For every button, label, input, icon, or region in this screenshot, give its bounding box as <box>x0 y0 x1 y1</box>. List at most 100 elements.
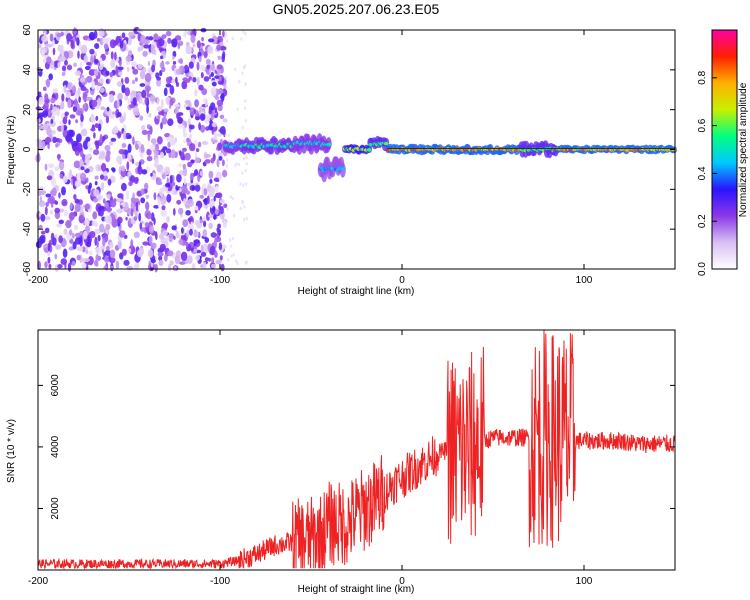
spectrogram-cell <box>188 61 194 69</box>
spectrogram-cell <box>85 249 89 254</box>
spectrogram-cell <box>119 60 122 67</box>
spectrogram-cell <box>190 247 194 252</box>
spectrogram-cell <box>119 115 125 124</box>
spectrogram-cell <box>220 263 225 272</box>
spectrogram-cell <box>123 130 126 140</box>
spectrogram-cell <box>72 176 76 186</box>
spectrogram-cell <box>219 199 225 204</box>
spectrogram-cell <box>225 164 229 168</box>
spectrogram-cell <box>156 181 163 186</box>
spectrogram-cell <box>144 222 150 228</box>
spectrogram-cell <box>202 229 207 237</box>
spectrogram-cell <box>148 235 153 245</box>
spectrogram-cell <box>65 91 72 99</box>
spectrogram-cell <box>245 260 248 264</box>
spectrogram-cell <box>80 44 88 54</box>
spectrogram-cell <box>80 172 87 182</box>
spectrogram-cell <box>107 215 112 225</box>
spectrogram-cell <box>195 148 200 153</box>
spectrogram-cell <box>63 84 67 93</box>
spectrogram-cell <box>36 66 42 72</box>
spectrogram-cell <box>94 43 100 49</box>
spectrogram-cell <box>228 238 232 242</box>
spectrogram-cell <box>52 47 56 56</box>
spectrogram-cell <box>136 190 142 197</box>
spectrogram-cell <box>116 99 120 109</box>
spectrogram-cell <box>227 133 230 138</box>
spectrogram-cell <box>98 27 105 38</box>
colorbar-gradient <box>711 29 738 270</box>
spectrogram-cell <box>79 158 84 167</box>
snr-y-tick-label: 4000 <box>50 435 61 458</box>
spectrogram-cell <box>182 219 189 228</box>
spectrogram-cell <box>242 65 246 70</box>
spectrogram-cell <box>135 77 138 82</box>
spectrogram-cell <box>186 229 190 238</box>
spectrogram-cell <box>184 64 189 71</box>
spectrogram-cell <box>231 36 234 41</box>
spectrogram-cell <box>161 34 167 39</box>
spectrogram-cell <box>174 255 181 264</box>
spectrogram-cell <box>204 154 211 158</box>
spectrogram-cell <box>150 44 156 55</box>
spectrogram-cell <box>200 244 204 253</box>
spectrogram-cell <box>194 89 198 97</box>
spectrogram-cell <box>166 193 172 203</box>
spectrogram-cell <box>90 80 96 90</box>
spectrogram-cell <box>326 142 332 147</box>
spectrogram-cell <box>132 79 136 85</box>
spectrogram-cell <box>156 97 160 105</box>
spectrogram-cell <box>73 160 81 169</box>
spectrogram-cell <box>157 115 161 120</box>
spectrogram-cell <box>75 236 82 245</box>
spectrogram-cell <box>98 64 104 71</box>
spectrogram-cell <box>185 45 193 55</box>
spectrogram-cell <box>72 85 77 94</box>
spectrogram-cell <box>76 254 81 261</box>
spectrogram-cell <box>133 177 139 184</box>
spectrogram-cell <box>121 248 127 256</box>
spectrogram-cell <box>127 143 132 153</box>
spectrogram-cell <box>40 213 46 222</box>
spectrogram-cell <box>80 166 85 171</box>
snr-ticks: -200 -100 0 100 2000 4000 6000 <box>28 330 675 587</box>
spectrogram-cell <box>144 182 149 190</box>
snr-series-line <box>37 330 676 571</box>
spectrogram-cell <box>211 122 217 128</box>
snr-y-tick-label: 6000 <box>50 374 61 397</box>
spectrogram-cell <box>232 213 236 218</box>
spectrogram-cell <box>99 208 104 217</box>
spectrogram-cell <box>175 230 180 239</box>
spectrogram-cell <box>194 220 200 226</box>
spectrogram-cell <box>95 115 99 122</box>
spectrogram-cell <box>108 140 114 146</box>
colorbar-tick-label: 0.0 <box>697 262 708 276</box>
spectrogram-cell <box>137 249 144 258</box>
spectrogram-cell <box>201 88 208 96</box>
spectrogram-cell <box>216 192 223 199</box>
spectrogram-cell <box>222 30 225 38</box>
spectrogram-cell <box>178 238 184 245</box>
spectrogram-cell <box>219 114 225 120</box>
spectrogram-cell <box>127 135 132 139</box>
spectrogram-cell <box>189 228 193 236</box>
colorbar-ticks: 0.0 0.2 0.4 0.6 0.8 <box>697 70 717 276</box>
snr-x-tick-label: -100 <box>210 576 230 587</box>
spectrogram-cell <box>61 186 66 196</box>
spectrogram-cell <box>49 209 53 215</box>
spectrogram-cell <box>109 39 116 49</box>
spectrogram-cell <box>77 87 81 97</box>
spectrogram-cell <box>196 40 201 49</box>
spectrogram-cell <box>145 194 150 199</box>
spectrogram-cell <box>55 143 59 148</box>
spectrogram-cell <box>37 124 43 130</box>
spectrogram-cell <box>121 32 126 39</box>
spectrogram-cell <box>183 198 187 205</box>
spectrogram-cell <box>105 154 111 163</box>
spectrogram-cell <box>135 201 139 211</box>
spectrogram-cell <box>110 51 114 60</box>
spectrogram-cell <box>225 85 228 89</box>
spectrogram-cell <box>111 168 116 173</box>
spectrogram-cell <box>54 253 58 260</box>
spectrogram-cell <box>66 64 73 71</box>
